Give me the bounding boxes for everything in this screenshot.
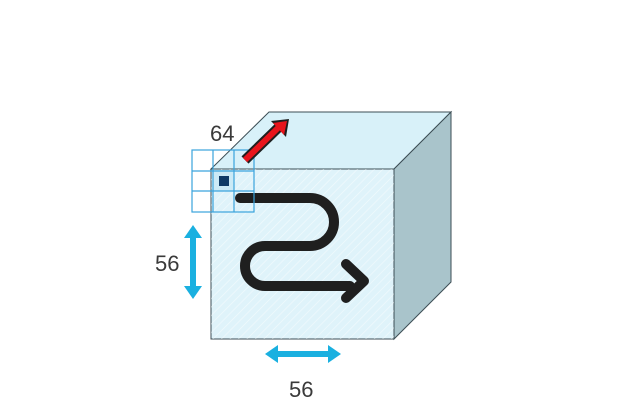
scan-path-line — [235, 193, 355, 291]
width-label: 56 — [289, 377, 313, 402]
depth-arrow — [241, 119, 289, 164]
width-arrow — [265, 345, 341, 363]
height-arrow — [184, 225, 202, 299]
kernel-grid — [191, 149, 255, 213]
scan-path-arrowhead — [341, 259, 369, 303]
scan-path — [235, 193, 369, 303]
depth-label: 64 — [210, 121, 234, 146]
kernel-center-marker — [219, 176, 229, 186]
height-label: 56 — [155, 251, 179, 276]
